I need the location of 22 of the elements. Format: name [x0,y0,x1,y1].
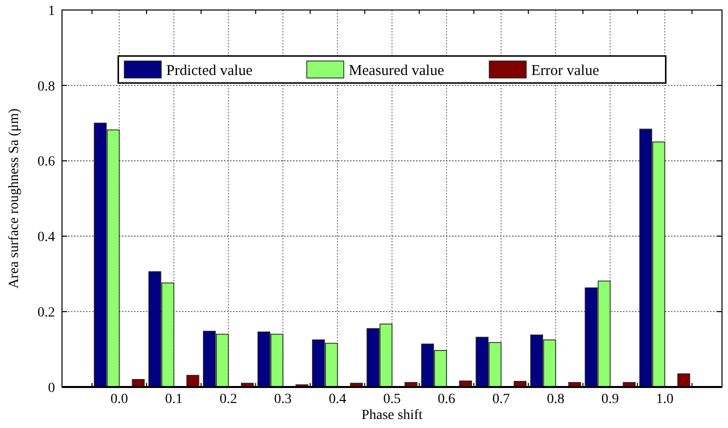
x-tick-label: 0.6 [438,392,456,407]
x-tick-label: 0.7 [492,392,510,407]
y-tick-label: 0.2 [38,306,55,320]
x-tick-label: 0.1 [165,392,183,407]
legend-label: Error value [531,62,600,79]
y-tick-label: 1 [48,4,55,19]
legend-label: Prdicted value [166,62,253,79]
x-tick-label: 0.2 [220,392,238,407]
y-tick-label: 0.6 [38,154,55,170]
x-tick-label: 0.4 [328,392,346,407]
legend-label: Measured value [348,62,444,79]
x-tick-label: 1.0 [656,392,674,407]
y-axis-title: Area surface roughness Sa (μm) [7,108,22,289]
y-tick-label: 0 [48,380,55,396]
x-tick-label: 0.9 [601,392,619,407]
x-axis-title: Phase shift [361,408,423,423]
x-tick-label: 0.3 [274,392,292,407]
y-tick-label: 0.8 [38,79,55,94]
x-tick-label: 0.0 [110,392,128,407]
x-tick-label: 0.8 [546,392,564,407]
y-tick-label: 0.4 [38,230,55,246]
x-tick-label: 0.5 [383,392,401,407]
